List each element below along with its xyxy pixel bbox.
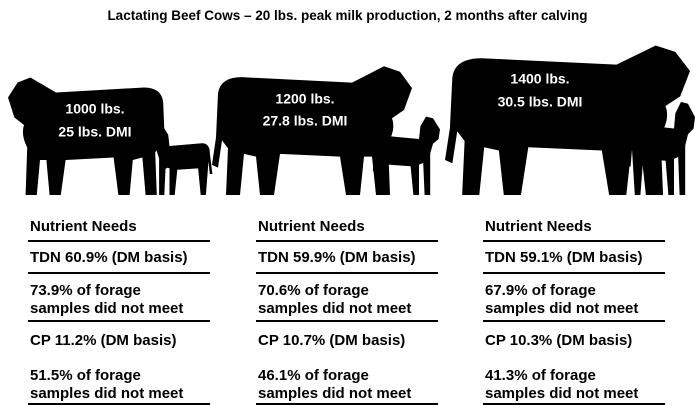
separator	[483, 320, 665, 322]
cow-dmi: 30.5 lbs. DMI	[498, 94, 583, 110]
tdn: TDN 59.9% (DM basis)	[258, 249, 416, 266]
note-line: samples did not meet	[485, 385, 638, 402]
heading: Nutrient Needs	[30, 218, 137, 235]
cow	[445, 46, 690, 195]
separator	[28, 272, 210, 274]
infographic: Lactating Beef Cows – 20 lbs. peak milk …	[0, 0, 695, 405]
separator	[256, 240, 438, 242]
cow-weight: 1400 lbs.	[510, 71, 569, 87]
separator	[483, 240, 665, 242]
cow-dmi: 25 lbs. DMI	[58, 124, 131, 140]
note-line: 41.3% of forage	[485, 367, 596, 384]
note-line: samples did not meet	[258, 385, 411, 402]
separator	[28, 320, 210, 322]
cp: CP 11.2% (DM basis)	[30, 332, 176, 349]
separator	[28, 240, 210, 242]
cow-weight: 1000 lbs.	[65, 101, 124, 117]
note-line: 70.6% of forage	[258, 282, 369, 299]
calf	[150, 126, 212, 195]
cow-illustrations: 1000 lbs. 25 lbs. DMI 1200 lbs. 27.8 lbs…	[0, 0, 695, 205]
note-line: 46.1% of forage	[258, 367, 369, 384]
note-line: 67.9% of forage	[485, 282, 596, 299]
note-line: samples did not meet	[258, 300, 411, 317]
heading: Nutrient Needs	[258, 218, 365, 235]
note-line: samples did not meet	[30, 385, 183, 402]
note-line: 73.9% of forage	[30, 282, 141, 299]
tdn: TDN 60.9% (DM basis)	[30, 249, 188, 266]
note-line: samples did not meet	[485, 300, 638, 317]
cow-dmi: 27.8 lbs. DMI	[263, 113, 348, 129]
cp: CP 10.7% (DM basis)	[258, 332, 405, 349]
note-line: samples did not meet	[30, 300, 183, 317]
cp: CP 10.3% (DM basis)	[485, 332, 632, 349]
cow-weight: 1200 lbs.	[275, 91, 334, 107]
separator	[483, 272, 665, 274]
tdn: TDN 59.1% (DM basis)	[485, 249, 643, 266]
separator	[256, 320, 438, 322]
separator	[256, 272, 438, 274]
heading: Nutrient Needs	[485, 218, 592, 235]
note-line: 51.5% of forage	[30, 367, 141, 384]
